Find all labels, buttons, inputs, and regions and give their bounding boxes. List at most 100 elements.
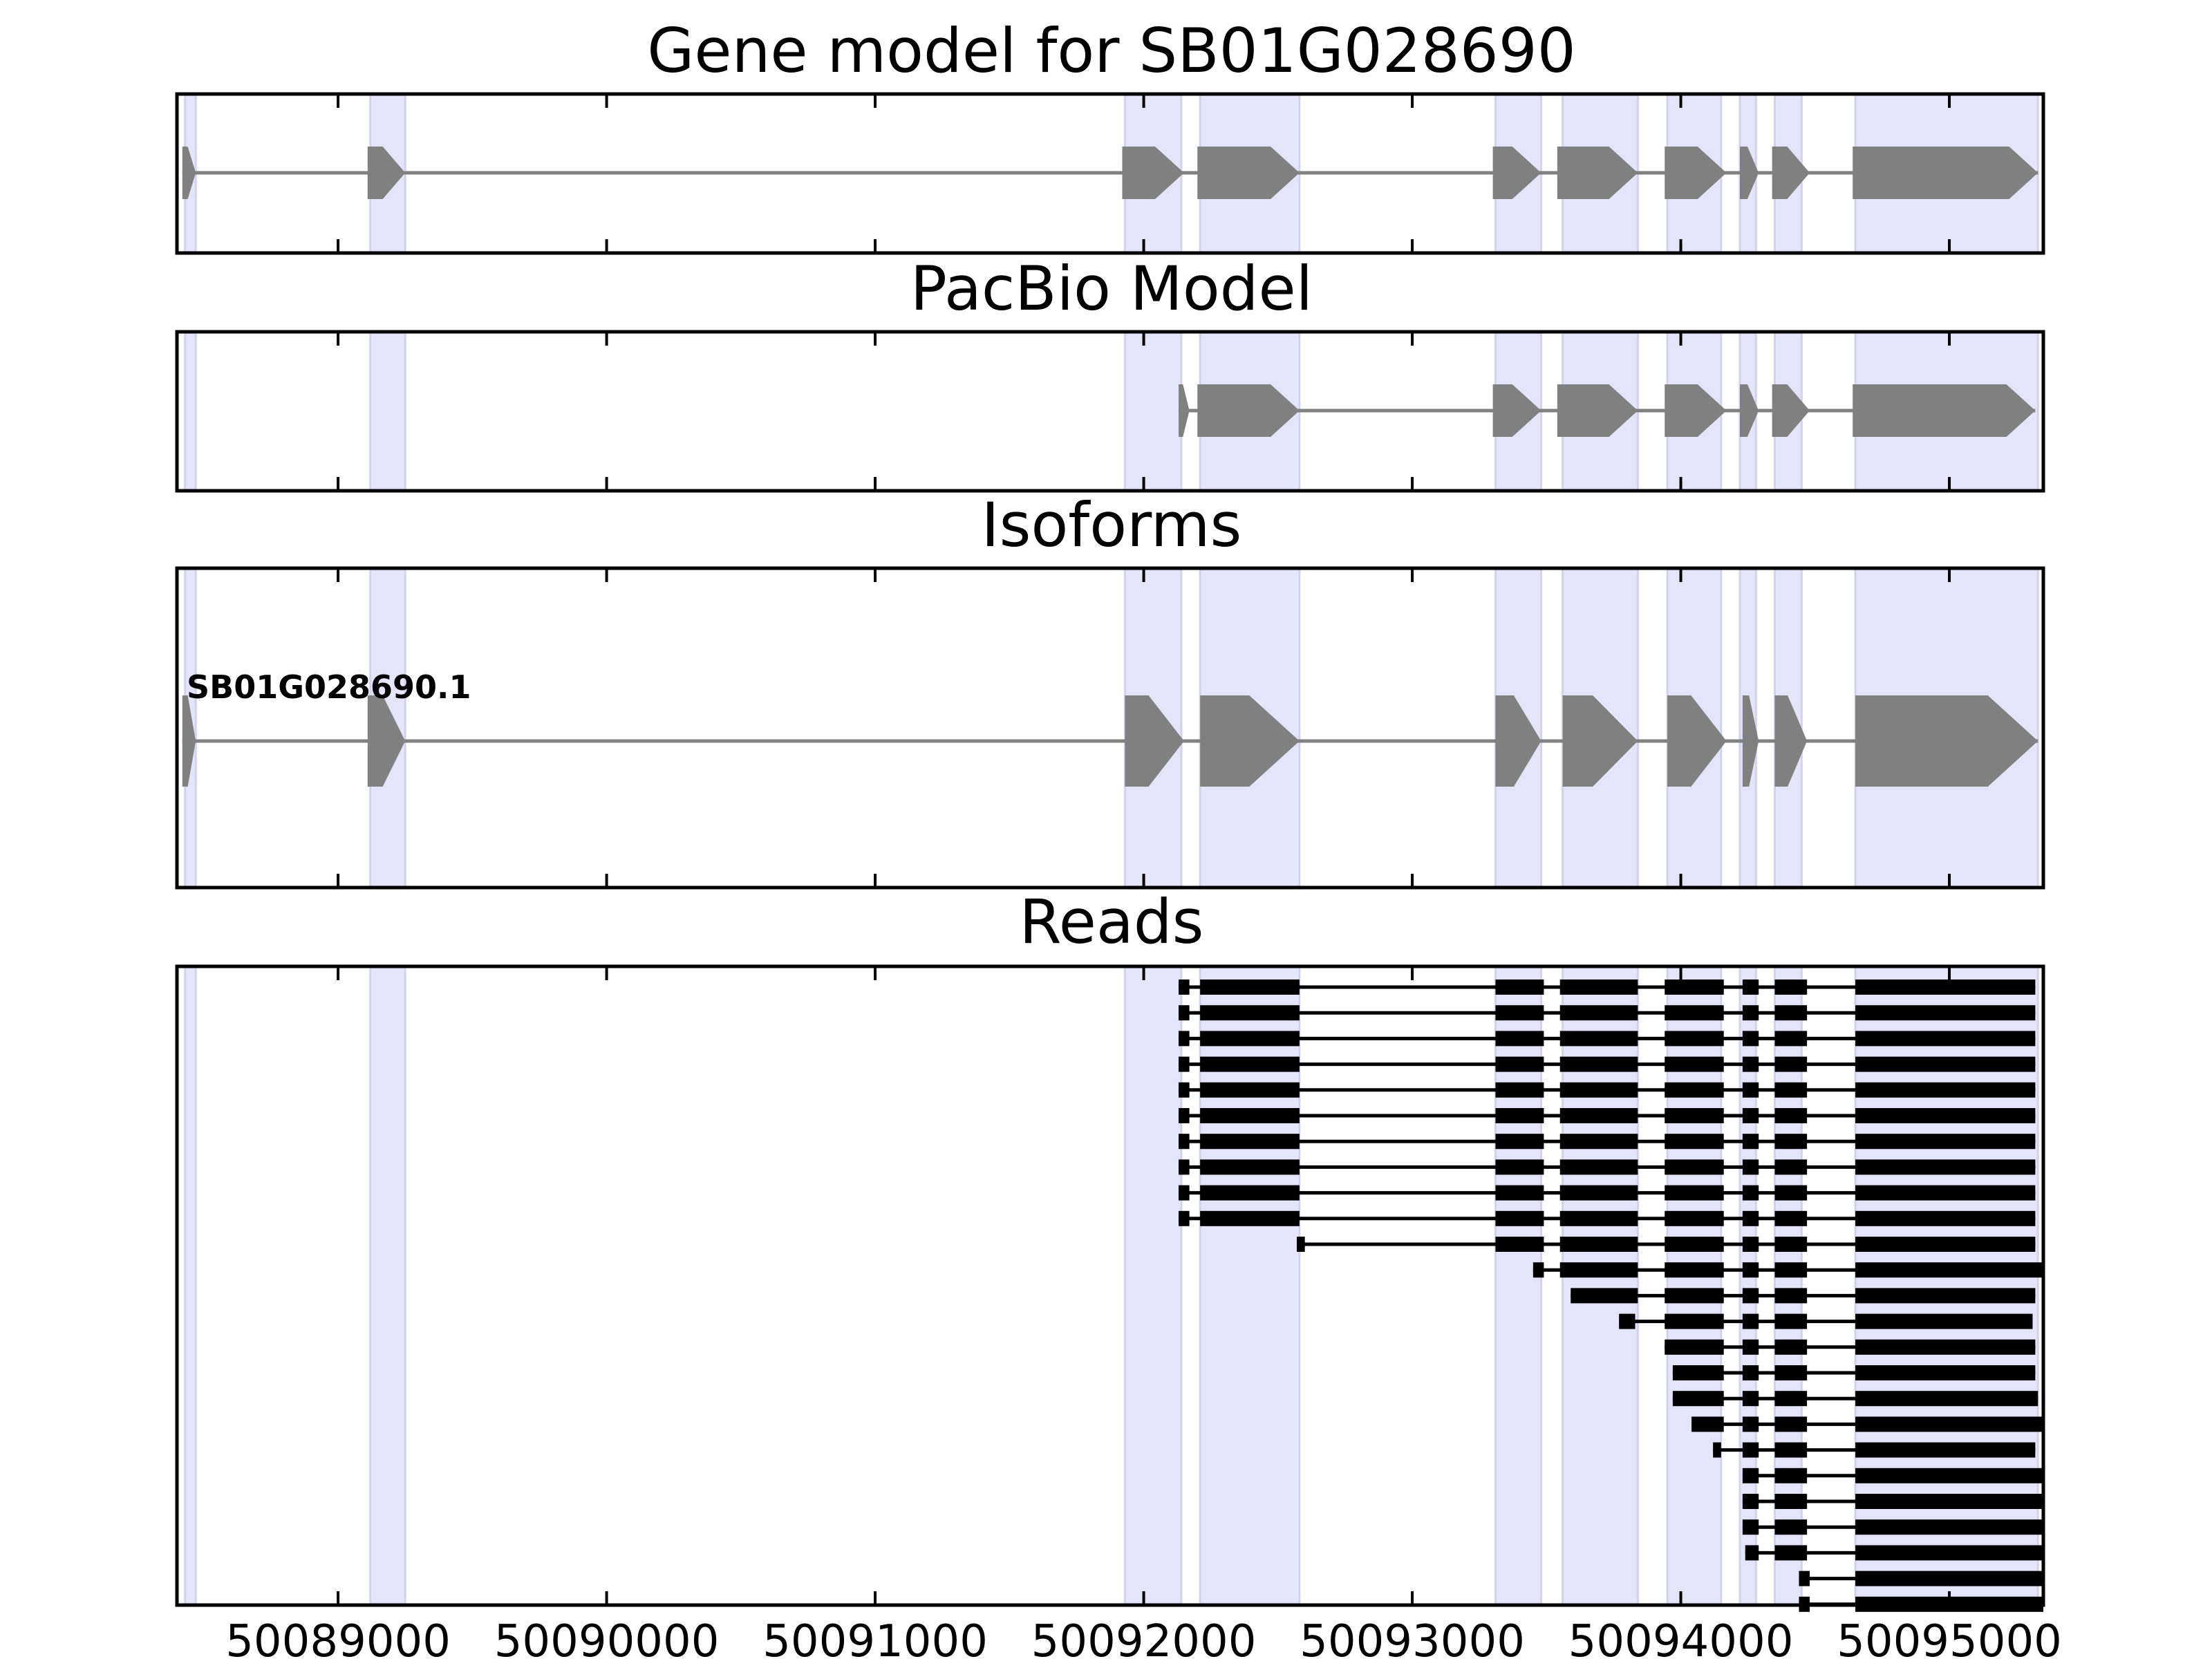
read-exon-block [1200, 980, 1300, 995]
read-exon-block [1179, 1082, 1190, 1098]
read-exon-block [1855, 1056, 2036, 1072]
panel-4-ticks [337, 966, 1951, 1605]
read-exon-block [1742, 1210, 1759, 1226]
read-exon-block [1855, 980, 2036, 995]
read-exon-block [1200, 1108, 1300, 1123]
x-tick-label: 50091000 [762, 1616, 988, 1659]
read-exon-block [1559, 1159, 1638, 1175]
read-exon-block [1495, 1210, 1544, 1226]
read-exon-block [1665, 1005, 1724, 1021]
exon-arrow [1740, 384, 1759, 437]
read-exon-block [1559, 1108, 1638, 1123]
read-exon-block [1855, 1082, 2036, 1098]
read-exon-block [1179, 1031, 1190, 1047]
read-exon-block [1774, 1056, 1808, 1072]
panel-title-gene-model: Gene model for SB01G028690 [647, 15, 1576, 86]
read-exon-block [1774, 1082, 1808, 1098]
highlight-band [369, 965, 406, 1606]
read-exon-block [1559, 1210, 1638, 1226]
exon-arrow [1855, 695, 2038, 787]
read-exon-block [1179, 1134, 1190, 1150]
read-exon-block [1179, 1108, 1190, 1123]
read-exon-block [1672, 1365, 1724, 1380]
read-exon-block [1742, 1416, 1759, 1432]
read-exon-block [1200, 1134, 1300, 1150]
exon-arrow [182, 147, 196, 199]
read-exon-block [1855, 1288, 2036, 1304]
read-exon-block [1665, 1339, 1724, 1355]
x-tick-label: 50093000 [1300, 1616, 1525, 1659]
read-exon-block [1200, 1031, 1300, 1047]
read-exon-block [1179, 1185, 1190, 1201]
highlight-band [184, 330, 197, 492]
read-exon-block [1855, 1365, 2036, 1380]
read-exon-block [1179, 1210, 1190, 1226]
read-exon-block [1742, 1468, 1759, 1483]
exon-arrow [1492, 147, 1541, 199]
exon-arrow [1125, 695, 1184, 787]
read-exon-block [1559, 1005, 1638, 1021]
read-exon-block [1742, 1339, 1759, 1355]
highlight-band [1666, 965, 1723, 1606]
highlight-band [1123, 330, 1183, 492]
read-exon-block [1742, 1313, 1759, 1329]
read-exon-block [1619, 1313, 1635, 1329]
highlight-band [1123, 965, 1183, 1606]
exon-arrow [1197, 384, 1300, 437]
highlight-band [1494, 965, 1543, 1606]
x-tick-label: 50094000 [1568, 1616, 1794, 1659]
exon-arrow [1742, 695, 1759, 787]
read-exon-block [1495, 1159, 1544, 1175]
exon-arrow [1774, 695, 1808, 787]
x-tick-label: 50092000 [1031, 1616, 1257, 1659]
read-exon-block [1742, 1005, 1759, 1021]
exon-arrow [1557, 384, 1638, 437]
read-exon-block [1495, 1134, 1544, 1150]
read-exon-block [1559, 980, 1638, 995]
read-exon-block [1665, 1210, 1724, 1226]
panel-3-ticks [337, 568, 1951, 888]
read-exon-block [1665, 1185, 1724, 1201]
read-exon-block [1774, 1108, 1808, 1123]
exon-arrow [1200, 695, 1300, 787]
read-exon-block [1774, 1237, 1808, 1252]
read-exon-block [1200, 1210, 1300, 1226]
read-exon-block [1855, 1134, 2036, 1150]
read-exon-block [1533, 1262, 1544, 1278]
read-exon-block [1179, 1056, 1190, 1072]
read-exon-block [1742, 1185, 1759, 1201]
read-exon-block [1855, 1391, 2038, 1407]
read-exon-block [1742, 1365, 1759, 1380]
read-exon-block [1495, 1031, 1544, 1047]
read-exon-block [1179, 1005, 1190, 1021]
panel-2-frame [175, 330, 2045, 493]
read-exon-block [1855, 1545, 2043, 1561]
panel-gene-model: Gene model for SB01G028690 [175, 15, 2045, 255]
panel-2-ticks [337, 332, 1951, 491]
read-exon-block [1855, 1031, 2036, 1047]
read-exon-block [1742, 1134, 1759, 1150]
x-tick-labels: 50089000 50090000 50091000 50092000 50093000… [225, 1616, 2062, 1659]
panel-reads: Reads [175, 886, 2045, 1612]
exon-arrow [1665, 384, 1727, 437]
exon-arrow [1853, 147, 2038, 199]
read-exon-block [1559, 1185, 1638, 1201]
read-exon-block [1742, 1108, 1759, 1123]
exon-arrow [1197, 147, 1300, 199]
read-exon-block [1179, 980, 1190, 995]
read-exon-block [1855, 1313, 2033, 1329]
read-exon-block [1774, 1365, 1808, 1380]
read-exon-block [1495, 1005, 1544, 1021]
read-exon-block [1559, 1082, 1638, 1098]
panel-4-tracks [1179, 980, 2043, 1612]
highlight-band [1199, 965, 1301, 1606]
read-exon-block [1672, 1391, 1724, 1407]
exon-arrow [367, 147, 406, 199]
panel-3-tracks [182, 695, 2038, 787]
panel-1-tracks [182, 147, 2038, 199]
read-exon-block [1742, 1082, 1759, 1098]
read-exon-block [1742, 1391, 1759, 1407]
panel-3-frame [175, 566, 2045, 890]
read-exon-block [1742, 1237, 1759, 1252]
